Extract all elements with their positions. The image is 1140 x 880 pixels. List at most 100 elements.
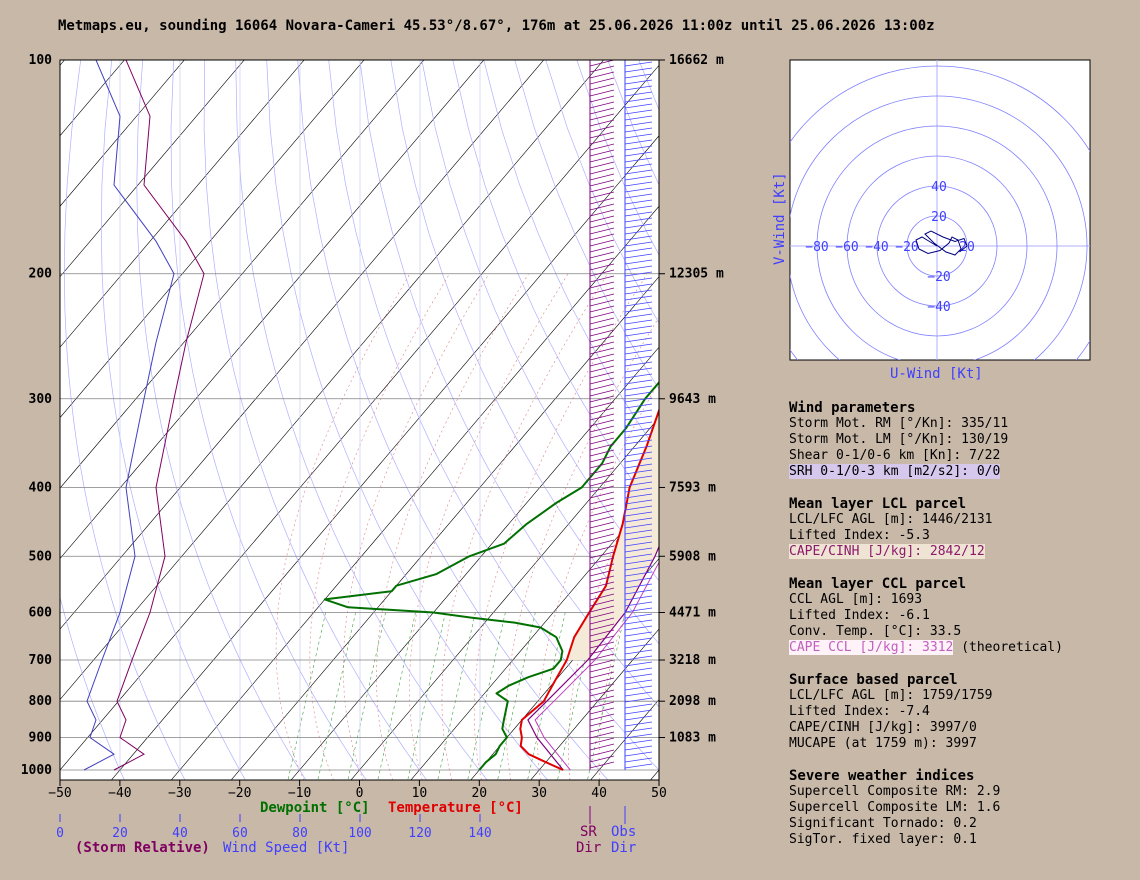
temp-tick-label: 50 <box>651 786 667 801</box>
pressure-tick-label: 100 <box>29 53 53 68</box>
sr-wind-barb <box>589 155 615 163</box>
sr-wind-barb <box>589 137 615 145</box>
sr-wind-barb <box>589 359 615 367</box>
param-line: Lifted Index: -7.4 <box>789 704 930 719</box>
sr-wind-barb <box>589 95 615 103</box>
sr-wind-barb <box>589 521 615 529</box>
obs-wind-barb <box>624 505 653 511</box>
sr-wind-barb <box>589 695 615 703</box>
wind-speed-tick-label: 100 <box>348 826 371 841</box>
obs-wind-barb <box>624 661 653 667</box>
sr-wind-barb <box>589 83 615 91</box>
hodo-x-tick: −20 <box>895 240 918 255</box>
isotherm-line <box>290 346 659 780</box>
hodo-ring <box>790 65 1090 360</box>
isotherm-line <box>60 64 659 771</box>
param-line: Supercell Composite LM: 1.6 <box>789 800 1001 815</box>
obs-dir-label-1: Obs <box>611 824 636 840</box>
isotherm-line <box>111 135 659 780</box>
obs-wind-barb <box>624 295 653 301</box>
temperature-axis-label: Temperature [°C] <box>388 800 523 816</box>
sr-wind-barb <box>589 203 615 211</box>
sr-wind-barb <box>589 221 615 229</box>
obs-wind-barb <box>624 157 653 163</box>
obs-wind-barb <box>624 481 653 487</box>
obs-wind-barb <box>624 625 653 631</box>
hodograph-y-label: V-Wind [Kt] <box>772 172 788 265</box>
sr-wind-barb <box>589 479 615 487</box>
dry-adiabat <box>203 60 428 780</box>
hodo-ring <box>816 125 1058 360</box>
parcel-curve <box>527 545 659 771</box>
sr-dir-label-1: SR <box>580 824 597 840</box>
lcl-parcel-section: Mean layer LCL parcel LCL/LFC AGL [m]: 1… <box>789 496 1063 560</box>
sr-wind-barb <box>589 149 615 157</box>
sr-wind-barb <box>589 335 615 343</box>
obs-dir-label-2: Dir <box>611 840 636 856</box>
sr-wind-barb <box>589 737 615 745</box>
sr-wind-barb <box>589 191 615 199</box>
obs-wind-barb <box>624 343 653 349</box>
sr-wind-barb <box>589 473 615 481</box>
obs-wind-barb <box>624 193 653 199</box>
obs-wind-barb <box>624 409 653 415</box>
obs-wind-barb <box>624 283 653 289</box>
height-label: 12305 m <box>669 267 724 282</box>
param-line: Lifted Index: -5.3 <box>789 528 930 543</box>
hodo-ring <box>846 155 1028 337</box>
obs-wind-barb <box>624 631 653 637</box>
obs-wind-barb <box>624 601 653 607</box>
obs-wind-barb <box>624 751 653 757</box>
ccl-cape-note: (theoretical) <box>953 640 1063 655</box>
obs-wind-barb <box>624 139 653 145</box>
obs-wind-barb <box>624 499 653 505</box>
obs-wind-barb <box>624 517 653 523</box>
moist-adiabat <box>473 273 648 780</box>
parameters-panel: Wind parameters Storm Mot. RM [°/Kn]: 33… <box>789 400 1063 864</box>
obs-wind-barb <box>624 367 653 373</box>
sr-wind-barb <box>589 71 615 79</box>
obs-wind-barb <box>624 79 653 85</box>
sr-wind-barb <box>589 413 615 421</box>
hodo-y-tick: 40 <box>931 180 947 195</box>
sr-wind-barb <box>589 383 615 391</box>
ccl-parcel-section: Mean layer CCL parcel CCL AGL [m]: 1693 … <box>789 576 1063 656</box>
sr-wind-barb <box>589 683 615 691</box>
pressure-tick-label: 1000 <box>21 763 52 778</box>
sr-wind-barb <box>589 671 615 679</box>
ccl-cape-value: CAPE CCL [J/kg]: 3312 <box>789 640 954 655</box>
param-line: Lifted Index: -6.1 <box>789 608 930 623</box>
obs-wind-barb <box>624 589 653 595</box>
sr-wind-barb <box>589 425 615 433</box>
sr-dir-label-2: Dir <box>576 840 601 856</box>
height-label: 7593 m <box>669 480 716 495</box>
obs-wind-barb <box>624 361 653 367</box>
sr-wind-barb <box>589 197 615 205</box>
obs-wind-barb <box>624 655 653 661</box>
hodo-y-tick: −20 <box>927 270 950 285</box>
obs-wind-barb <box>624 529 653 535</box>
obs-wind-barb <box>624 331 653 337</box>
sr-wind-barb <box>589 317 615 325</box>
sr-wind-barb <box>589 659 615 667</box>
sr-wind-barb <box>589 263 615 271</box>
pressure-tick-label: 500 <box>29 549 53 564</box>
sr-wind-barb <box>589 449 615 457</box>
sr-wind-barb <box>589 533 615 541</box>
pressure-tick-label: 700 <box>29 653 53 668</box>
ccl-parcel-title: Mean layer CCL parcel <box>789 576 967 592</box>
temp-tick-label: −30 <box>168 786 191 801</box>
sr-wind-barb <box>589 65 615 73</box>
sr-wind-barb <box>589 77 615 85</box>
isotherm-line <box>60 60 604 700</box>
obs-wind-barb <box>624 373 653 379</box>
obs-wind-barb <box>624 325 653 331</box>
surface-parcel-title: Surface based parcel <box>789 672 958 688</box>
obs-wind-barb <box>624 199 653 205</box>
severe-weather-section: Severe weather indices Supercell Composi… <box>789 768 1063 848</box>
obs-wind-barb <box>624 493 653 499</box>
obs-wind-barb <box>624 73 653 79</box>
param-line: CAPE/CINH [J/kg]: 3997/0 <box>789 720 977 735</box>
obs-wind-barb <box>624 703 653 709</box>
sr-wind-barb <box>589 401 615 409</box>
